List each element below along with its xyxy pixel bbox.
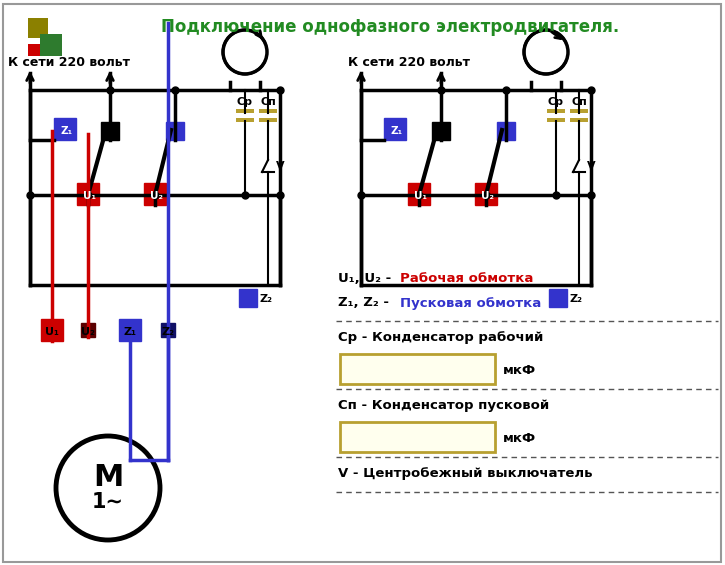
Text: К сети 220 вольт: К сети 220 вольт (8, 55, 130, 68)
Text: U₁: U₁ (415, 191, 428, 201)
Bar (166, 122, 184, 140)
Bar (570, 109, 588, 113)
Bar (77, 183, 99, 205)
Bar (570, 118, 588, 122)
Text: V - Центробежный выключатель: V - Центробежный выключатель (338, 467, 592, 480)
Bar (432, 122, 450, 140)
Bar (41, 319, 63, 341)
Text: Cр - Конденсатор рабочий: Cр - Конденсатор рабочий (338, 332, 543, 345)
Text: Z₂: Z₂ (570, 294, 583, 304)
Bar (28, 18, 48, 38)
Bar (475, 183, 497, 205)
Text: Z₁: Z₁ (61, 126, 73, 136)
Bar (28, 44, 40, 56)
Bar (549, 289, 567, 307)
Text: Z₁, Z₂ -: Z₁, Z₂ - (338, 297, 394, 310)
Text: К сети 220 вольт: К сети 220 вольт (348, 55, 470, 68)
Text: V: V (276, 161, 285, 171)
Text: мкФ: мкФ (503, 363, 536, 376)
Bar (259, 118, 277, 122)
Text: U₁: U₁ (83, 191, 96, 201)
Bar (144, 183, 166, 205)
Bar (40, 34, 62, 56)
Text: Cп: Cп (571, 97, 587, 107)
Bar (408, 183, 430, 205)
Bar (547, 109, 565, 113)
Text: Z₁: Z₁ (391, 126, 403, 136)
Text: Рабочая обмотка: Рабочая обмотка (400, 272, 534, 285)
Text: U₂: U₂ (481, 191, 494, 201)
Text: Подключение однофазного электродвигателя.: Подключение однофазного электродвигателя… (161, 18, 619, 36)
Bar (161, 323, 175, 337)
Text: мкФ: мкФ (503, 432, 536, 445)
Bar (236, 118, 254, 122)
Bar (547, 118, 565, 122)
Text: Cп: Cп (260, 97, 276, 107)
Text: U₁: U₁ (45, 327, 59, 337)
Bar (259, 109, 277, 113)
Bar (119, 319, 141, 341)
Text: Пусковая обмотка: Пусковая обмотка (400, 297, 542, 310)
Bar (340, 422, 495, 452)
Text: Z₂: Z₂ (162, 327, 175, 337)
Text: Cр: Cр (548, 97, 564, 107)
Text: Z₂: Z₂ (260, 294, 273, 304)
Text: Cр: Cр (237, 97, 253, 107)
Bar (54, 118, 76, 140)
Bar (239, 289, 257, 307)
Bar (236, 109, 254, 113)
Text: 1∼: 1∼ (92, 492, 124, 512)
Text: M: M (93, 463, 123, 493)
Text: Z₁: Z₁ (123, 327, 136, 337)
Bar (101, 122, 119, 140)
Bar (340, 354, 495, 384)
Bar (497, 122, 515, 140)
Text: U₂: U₂ (81, 327, 95, 337)
Text: V: V (587, 161, 596, 171)
Text: U₁, U₂ -: U₁, U₂ - (338, 272, 396, 285)
Bar (81, 323, 95, 337)
Bar (384, 118, 406, 140)
Text: Cп - Конденсатор пусковой: Cп - Конденсатор пусковой (338, 399, 550, 412)
Text: U₂: U₂ (151, 191, 164, 201)
